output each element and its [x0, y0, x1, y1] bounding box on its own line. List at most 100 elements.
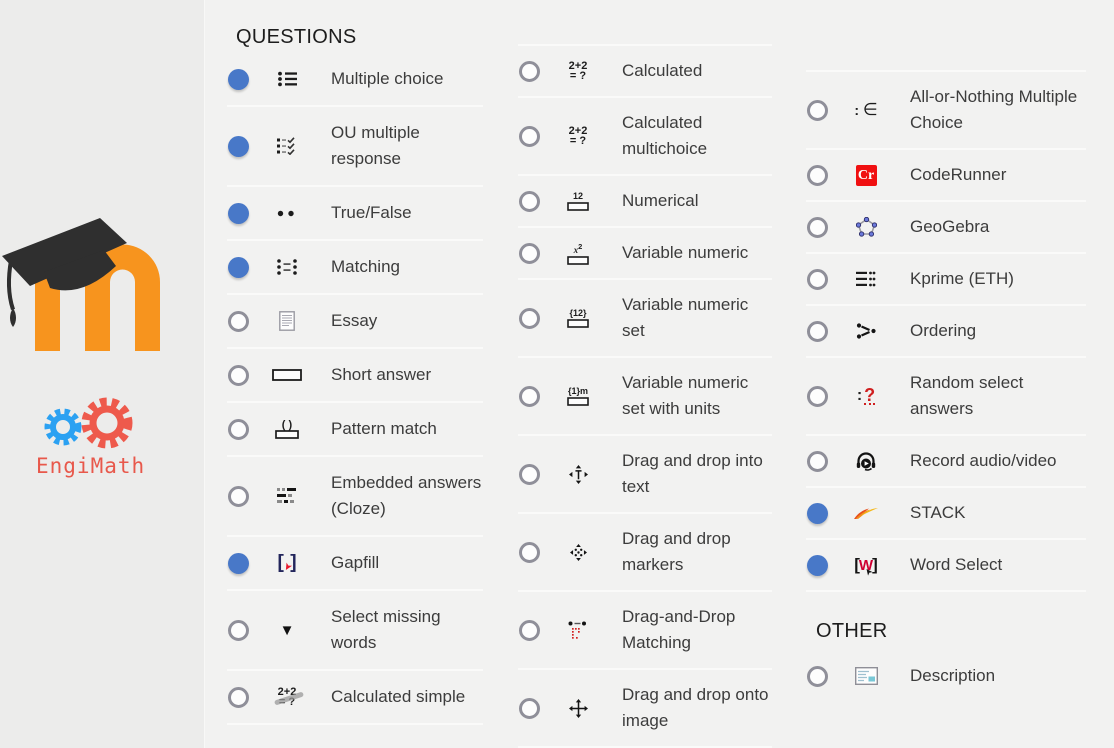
option-ordering[interactable]: Ordering	[806, 306, 1086, 358]
calculated-icon: 2+2 = ?	[568, 60, 588, 82]
option-random-select-answers[interactable]: :? Random select answers	[806, 358, 1086, 436]
option-label: Record audio/video	[910, 451, 1057, 470]
radio-matching[interactable]	[228, 256, 249, 278]
radio-ordering[interactable]	[807, 320, 828, 342]
radio-drag-and-drop-matching[interactable]	[519, 619, 540, 641]
radio-short-answer[interactable]	[228, 364, 249, 386]
option-drag-and-drop-matching[interactable]: Drag-and-Drop Matching	[518, 592, 772, 670]
option-matching[interactable]: Matching	[227, 241, 483, 295]
select-missing-words-icon: ▼	[279, 621, 295, 639]
pattern-match-icon: ( )	[264, 419, 310, 440]
option-label: Calculated multichoice	[622, 113, 708, 158]
bullet-list-icon	[264, 71, 310, 87]
option-label: Random select answers	[910, 373, 1024, 418]
radio-essay[interactable]	[228, 310, 249, 332]
radio-geogebra[interactable]	[807, 216, 828, 238]
option-coderunner[interactable]: Cr CodeRunner	[806, 150, 1086, 202]
stack-icon	[843, 506, 889, 520]
description-icon	[843, 667, 889, 685]
kprime-icon	[843, 271, 889, 287]
option-drag-and-drop-markers[interactable]: Drag and drop markers	[518, 514, 772, 592]
all-or-nothing-icon: : ∈	[854, 100, 878, 119]
option-calculated-multichoice[interactable]: 2+2 = ? Calculated multichoice	[518, 98, 772, 176]
option-variable-numeric[interactable]: x2 Variable numeric	[518, 228, 772, 280]
option-label: Numerical	[622, 191, 699, 210]
left-logo-panel: EngiMath	[0, 0, 205, 748]
option-calculated-simple[interactable]: 2+2 = ? Calculated simple	[227, 671, 483, 725]
radio-true-false[interactable]	[228, 202, 249, 224]
radio-drag-and-drop-into-text[interactable]	[519, 463, 540, 485]
option-label: Drag-and-Drop Matching	[622, 607, 736, 652]
radio-kprime-eth[interactable]	[807, 268, 828, 290]
option-gapfill[interactable]: [➤] Gapfill	[227, 537, 483, 591]
radio-drag-and-drop-markers[interactable]	[519, 541, 540, 563]
matching-icon	[264, 259, 310, 275]
blue-gear-icon	[44, 408, 82, 446]
option-all-or-nothing-multiple-choice[interactable]: : ∈ All-or-Nothing Multiple Choice	[806, 70, 1086, 150]
option-embedded-answers-cloze[interactable]: Embedded answers (Cloze)	[227, 457, 483, 537]
random-select-icon: :?	[856, 385, 876, 405]
option-stack[interactable]: STACK	[806, 488, 1086, 540]
option-variable-numeric-set-with-units[interactable]: {1}m Variable numeric set with units	[518, 358, 772, 436]
option-select-missing-words[interactable]: ▼ Select missing words	[227, 591, 483, 671]
radio-random-select-answers[interactable]	[807, 385, 828, 407]
calculated-multichoice-icon: 2+2 = ?	[568, 125, 588, 147]
option-true-false[interactable]: True/False	[227, 187, 483, 241]
option-label: Description	[910, 666, 996, 685]
radio-multiple-choice[interactable]	[228, 68, 249, 90]
option-label: Word Select	[910, 555, 1003, 574]
option-label: Drag and drop into text	[622, 451, 763, 496]
variable-numeric-icon: x2	[555, 242, 601, 265]
radio-calculated-simple[interactable]	[228, 686, 249, 708]
graduation-cap-icon	[2, 218, 127, 327]
column-questions: QUESTIONS Multiple choice OU multiple res…	[227, 0, 483, 725]
option-label: Variable numeric set	[622, 295, 749, 340]
radio-pattern-match[interactable]	[228, 418, 249, 440]
radio-variable-numeric-set[interactable]	[519, 307, 540, 329]
red-gear-icon	[81, 397, 133, 449]
radio-gapfill[interactable]	[228, 552, 249, 574]
radio-word-select[interactable]	[807, 554, 828, 576]
radio-description[interactable]	[807, 665, 828, 687]
radio-ou-multiple-response[interactable]	[228, 135, 249, 157]
option-short-answer[interactable]: Short answer	[227, 349, 483, 403]
radio-calculated[interactable]	[519, 60, 540, 82]
option-label: STACK	[910, 503, 966, 522]
radio-stack[interactable]	[807, 502, 828, 524]
radio-numerical[interactable]	[519, 190, 540, 212]
option-label: Drag and drop markers	[622, 529, 731, 574]
option-label: All-or-Nothing Multiple Choice	[910, 87, 1078, 132]
radio-select-missing-words[interactable]	[228, 619, 249, 641]
option-record-audio-video[interactable]: Record audio/video	[806, 436, 1086, 488]
option-ou-multiple-response[interactable]: OU multiple response	[227, 107, 483, 187]
calculated-simple-icon: 2+2 = ?	[277, 686, 297, 708]
numerical-icon: 12	[555, 191, 601, 211]
option-drag-and-drop-into-text[interactable]: Drag and drop into text	[518, 436, 772, 514]
option-variable-numeric-set[interactable]: {12} Variable numeric set	[518, 280, 772, 358]
radio-all-or-nothing-multiple-choice[interactable]	[807, 99, 828, 121]
questions-section-header: QUESTIONS	[236, 26, 357, 48]
radio-embedded-answers-cloze[interactable]	[228, 485, 249, 507]
option-label: Pattern match	[331, 419, 437, 438]
option-numerical[interactable]: 12 Numerical	[518, 176, 772, 228]
radio-coderunner[interactable]	[807, 164, 828, 186]
option-essay[interactable]: Essay	[227, 295, 483, 349]
radio-variable-numeric[interactable]	[519, 242, 540, 264]
option-label: Embedded answers (Cloze)	[331, 473, 482, 518]
option-multiple-choice[interactable]: Multiple choice	[227, 53, 483, 107]
radio-calculated-multichoice[interactable]	[519, 125, 540, 147]
option-geogebra[interactable]: GeoGebra	[806, 202, 1086, 254]
option-label: Gapfill	[331, 553, 380, 572]
radio-record-audio-video[interactable]	[807, 450, 828, 472]
option-label: CodeRunner	[910, 165, 1007, 184]
option-calculated[interactable]: 2+2 = ? Calculated	[518, 44, 772, 98]
option-word-select[interactable]: [W] ➤ Word Select	[806, 540, 1086, 592]
option-label: Calculated simple	[331, 687, 466, 706]
radio-variable-numeric-set-with-units[interactable]	[519, 385, 540, 407]
radio-drag-and-drop-onto-image[interactable]	[519, 697, 540, 719]
option-pattern-match[interactable]: ( ) Pattern match	[227, 403, 483, 457]
option-drag-and-drop-onto-image[interactable]: Drag and drop onto image	[518, 670, 772, 748]
option-description[interactable]: Description	[806, 651, 1086, 701]
option-label: Drag and drop onto image	[622, 685, 769, 730]
option-kprime-eth[interactable]: Kprime (ETH)	[806, 254, 1086, 306]
